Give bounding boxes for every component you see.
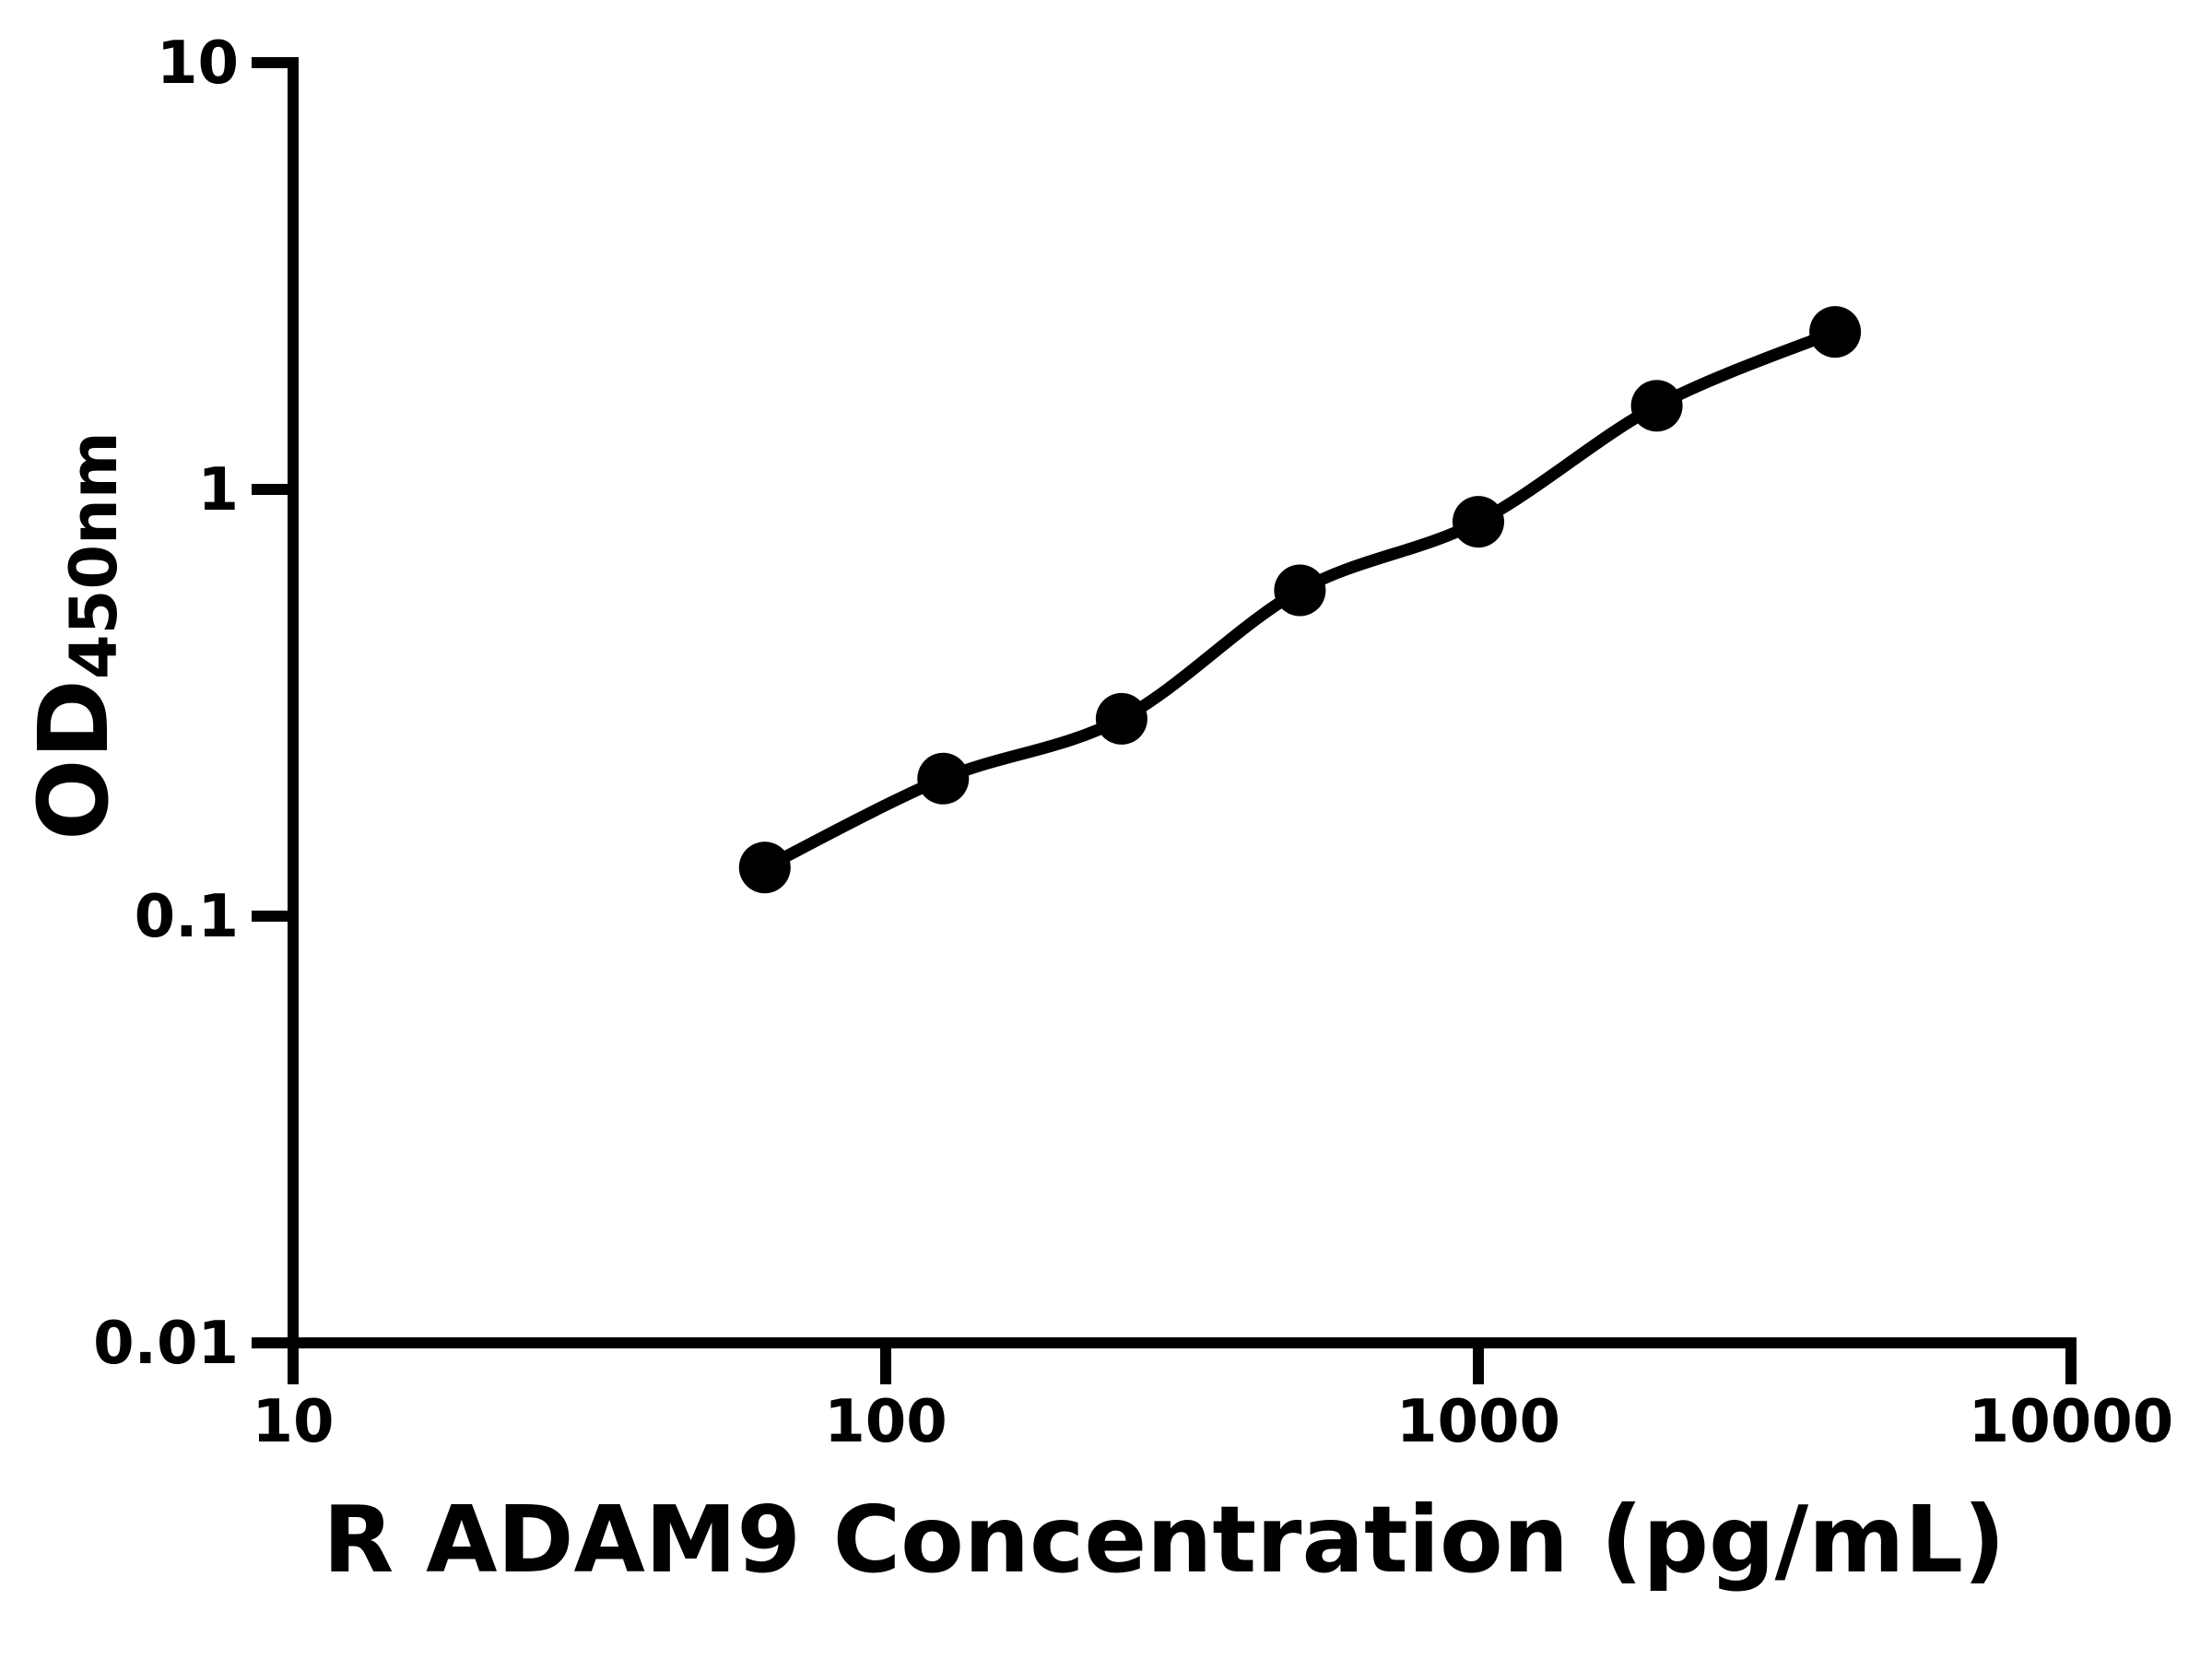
x-tick-label-1000: 1000 — [1396, 1388, 1560, 1456]
data-point-500 — [1274, 564, 1326, 617]
data-points — [738, 306, 1862, 894]
x-axis-ticks: 10 100 1000 10000 — [252, 1343, 2173, 1456]
y-axis-title-main: OD — [18, 679, 130, 841]
y-tick-label-10: 10 — [157, 29, 239, 98]
x-axis-title: R ADAM9 Concentration (pg/mL) — [323, 1486, 2006, 1594]
y-tick-label-0.1: 0.1 — [135, 883, 239, 951]
data-point-62.5 — [738, 841, 791, 894]
data-point-250 — [1095, 692, 1147, 745]
data-point-125 — [917, 752, 970, 805]
data-point-1000 — [1453, 496, 1504, 548]
y-axis-title: OD450nm — [18, 431, 132, 841]
x-tick-label-10000: 10000 — [1969, 1388, 2174, 1456]
data-point-2000 — [1630, 380, 1683, 432]
data-point-4000 — [1809, 306, 1862, 359]
y-tick-label-1: 1 — [197, 456, 239, 524]
y-tick-label-0.01: 0.01 — [93, 1310, 239, 1378]
x-tick-label-10: 10 — [252, 1388, 334, 1456]
y-axis-ticks: 10 1 0.1 0.01 — [93, 29, 293, 1378]
y-axis-title-subscript: 450nm — [55, 431, 132, 680]
x-tick-label-100: 100 — [824, 1388, 947, 1456]
